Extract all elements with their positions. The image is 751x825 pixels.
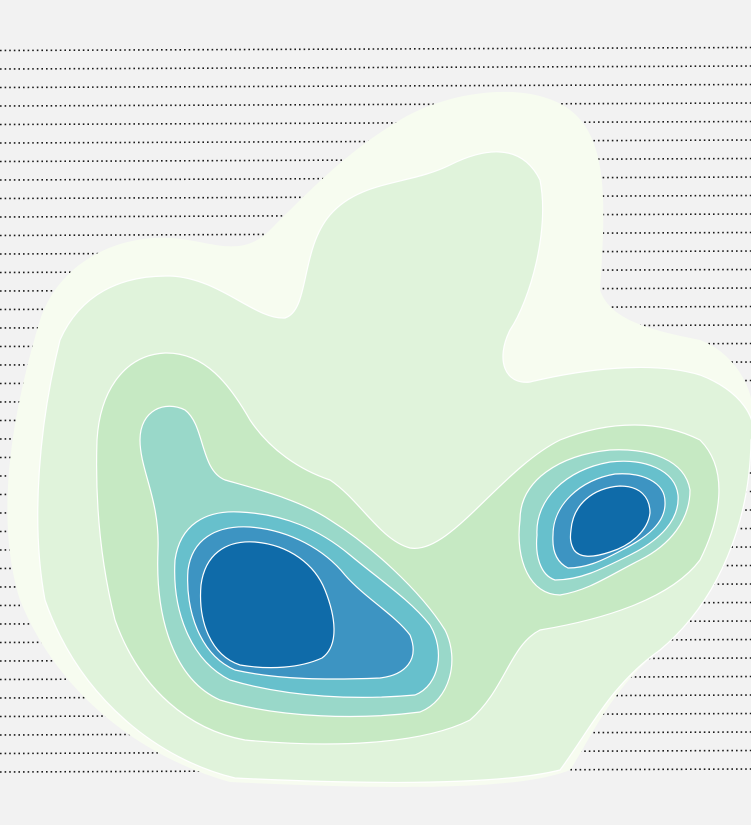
grid-line [0,213,751,218]
grid-line [0,46,751,52]
grid-line [0,731,751,736]
grid-line [0,120,751,126]
density-contours [7,91,751,787]
grid-line [0,194,751,200]
grid-line [0,102,751,107]
contour-level-7-right [569,485,651,557]
grid-line [0,231,751,237]
grid-line [0,157,751,163]
contour-level-7-left [199,541,335,669]
grid-line [0,176,751,181]
grid-line [0,768,751,773]
grid-line [0,749,751,755]
grid-line [0,139,751,144]
grid-line [0,65,751,70]
grid-line [0,83,751,89]
